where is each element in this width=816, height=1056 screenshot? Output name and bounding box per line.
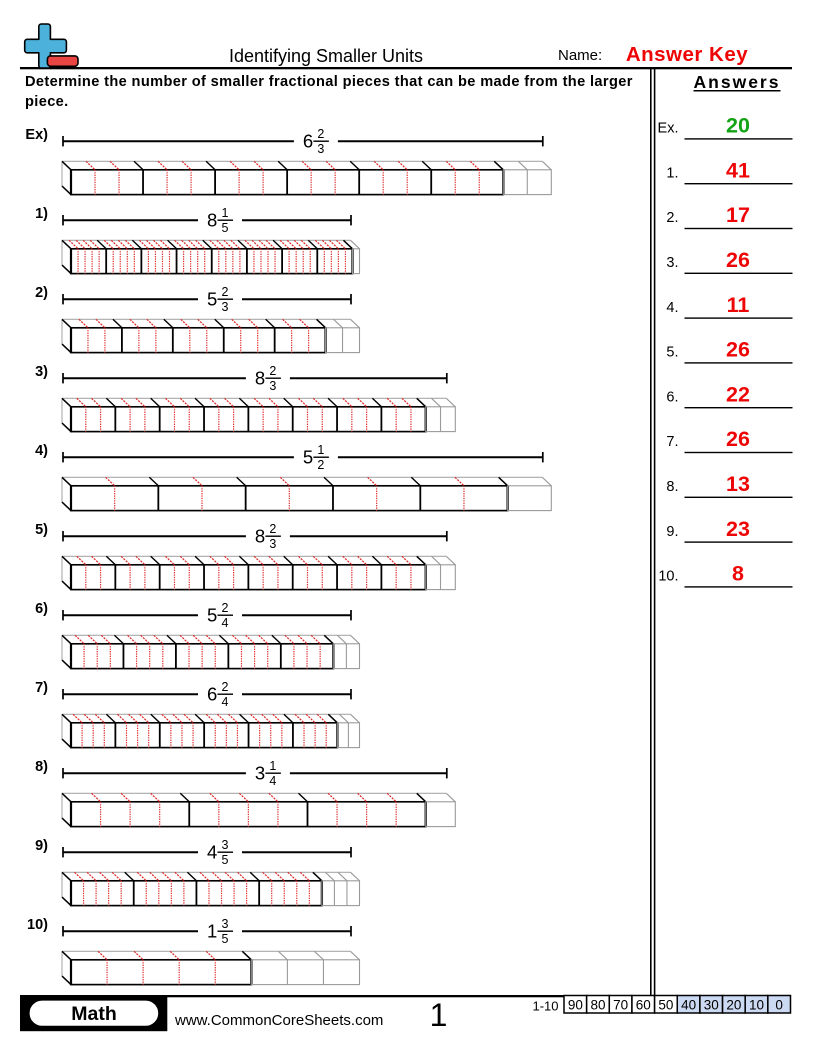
svg-text:40: 40 [681,998,696,1013]
svg-text:Determine the number of smalle: Determine the number of smaller fraction… [25,74,633,90]
svg-text:3: 3 [269,379,276,393]
svg-text:26: 26 [726,248,750,272]
svg-text:20: 20 [726,114,750,138]
svg-text:1: 1 [430,997,448,1033]
svg-text:2: 2 [269,364,276,378]
svg-text:5: 5 [222,853,229,867]
svg-text:8: 8 [207,209,217,230]
svg-text:Math: Math [71,1003,117,1025]
svg-text:9.: 9. [666,524,678,540]
svg-text:1): 1) [35,206,48,222]
svg-text:Ex.: Ex. [658,121,679,137]
svg-text:4.: 4. [666,300,678,316]
svg-text:26: 26 [726,427,750,451]
svg-text:1-10: 1-10 [532,999,558,1014]
svg-text:50: 50 [658,998,673,1013]
svg-text:1: 1 [269,759,276,773]
svg-text:8: 8 [255,367,265,388]
svg-text:2: 2 [222,285,229,299]
svg-text:80: 80 [590,998,605,1013]
svg-text:1: 1 [222,206,229,220]
svg-text:8: 8 [255,525,265,546]
svg-text:Identifying Smaller Units: Identifying Smaller Units [229,46,423,66]
svg-text:3: 3 [222,300,229,314]
svg-text:60: 60 [636,998,651,1013]
svg-text:5: 5 [222,932,229,946]
svg-text:3: 3 [222,838,229,852]
svg-text:1.: 1. [666,165,678,181]
svg-text:0: 0 [775,998,783,1013]
svg-text:1: 1 [207,920,217,941]
svg-text:4: 4 [222,695,229,709]
svg-text:7): 7) [35,680,48,696]
svg-text:2: 2 [222,680,229,694]
svg-text:9): 9) [35,838,48,854]
svg-text:41: 41 [726,158,750,182]
svg-text:30: 30 [704,998,719,1013]
svg-text:2: 2 [222,601,229,615]
svg-text:4: 4 [207,841,217,862]
svg-text:Name:: Name: [558,47,602,64]
svg-text:3): 3) [35,364,48,380]
svg-text:13: 13 [726,472,750,496]
svg-text:3: 3 [269,537,276,551]
svg-text:8: 8 [732,562,744,586]
svg-text:5: 5 [303,446,313,467]
svg-text:4: 4 [269,774,276,788]
svg-text:piece.: piece. [25,94,69,110]
svg-text:2.: 2. [666,210,678,226]
svg-text:23: 23 [726,517,750,541]
svg-text:2: 2 [269,522,276,536]
svg-text:10.: 10. [658,569,678,585]
svg-text:6: 6 [303,130,313,151]
svg-text:26: 26 [726,338,750,362]
svg-text:5: 5 [207,288,217,309]
svg-text:6.: 6. [666,389,678,405]
svg-text:90: 90 [568,998,583,1013]
svg-text:70: 70 [613,998,628,1013]
svg-text:3: 3 [255,762,265,783]
svg-text:5.: 5. [666,345,678,361]
svg-text:5: 5 [222,221,229,235]
svg-text:3.: 3. [666,255,678,271]
svg-text:10: 10 [749,998,764,1013]
svg-text:5): 5) [35,522,48,538]
svg-text:3: 3 [317,142,324,156]
svg-text:2: 2 [317,458,324,472]
svg-text:3: 3 [222,917,229,931]
svg-text:Answer Key: Answer Key [626,43,748,66]
svg-text:20: 20 [726,998,741,1013]
svg-text:10): 10) [27,917,48,933]
svg-text:5: 5 [207,604,217,625]
svg-text:17: 17 [726,203,750,227]
svg-text:Ex): Ex) [25,127,48,143]
svg-text:4): 4) [35,443,48,459]
svg-text:7.: 7. [666,434,678,450]
svg-text:8.: 8. [666,479,678,495]
svg-text:4: 4 [222,616,229,630]
svg-text:www.CommonCoreSheets.com: www.CommonCoreSheets.com [174,1012,383,1029]
svg-text:8): 8) [35,759,48,775]
svg-text:22: 22 [726,382,750,406]
svg-text:Answers: Answers [694,72,781,92]
svg-text:2): 2) [35,285,48,301]
svg-text:1: 1 [317,443,324,457]
svg-text:6: 6 [207,683,217,704]
svg-text:6): 6) [35,601,48,617]
svg-text:2: 2 [317,127,324,141]
svg-text:11: 11 [727,293,750,317]
